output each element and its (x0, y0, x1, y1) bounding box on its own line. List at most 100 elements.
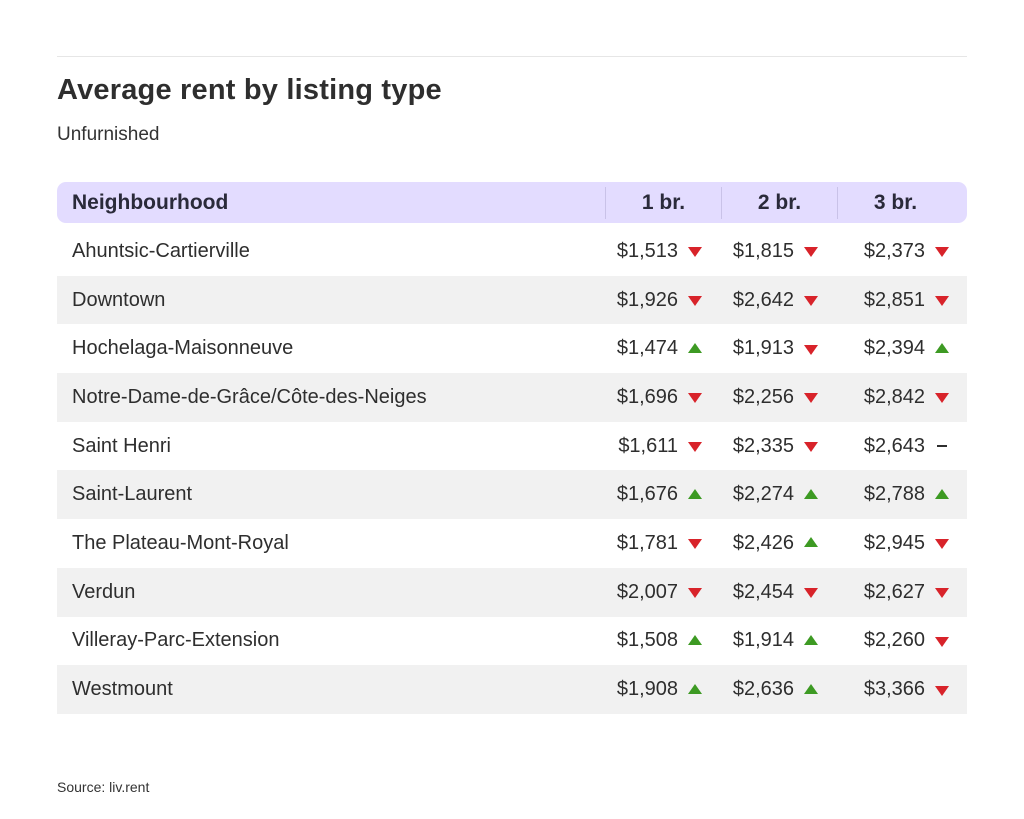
rent-cell: $2,643 (837, 435, 967, 458)
trend-down-icon (804, 439, 818, 453)
rent-cell: $2,642 (721, 289, 837, 312)
rent-value: $3,366 (863, 678, 925, 701)
trend-up-icon (688, 683, 702, 697)
trend-down-icon (935, 683, 949, 697)
table-row: Villeray-Parc-Extension $1,508 $1,914 $2,26… (57, 617, 967, 666)
rent-value: $1,781 (616, 531, 678, 554)
neighbourhood-name: Verdun (72, 580, 136, 603)
trend-up-icon (935, 342, 949, 356)
rent-cell: $3,366 (837, 678, 967, 701)
table-row: Westmount $1,908 $2,636 $3,366 (57, 665, 967, 714)
rent-cell: $1,676 (605, 483, 721, 506)
rent-value: $2,788 (863, 483, 925, 506)
trend-up-icon (804, 683, 818, 697)
rent-cell: $2,851 (837, 289, 967, 312)
rent-value: $2,643 (863, 434, 925, 457)
chart-subtitle: Unfurnished (57, 124, 160, 145)
trend-down-icon (688, 585, 702, 599)
neighbourhood-name: Downtown (72, 288, 166, 311)
rent-value: $2,335 (732, 434, 794, 457)
trend-up-icon (804, 488, 818, 502)
rent-value: $2,007 (616, 580, 678, 603)
table-row: Ahuntsic-Cartierville $1,513 $1,815 $2,373 (57, 227, 967, 276)
rent-cell: $2,627 (837, 581, 967, 604)
rent-cell: $1,611 (605, 435, 721, 458)
trend-down-icon (804, 585, 818, 599)
rent-value: $1,815 (732, 239, 794, 262)
rent-value: $2,274 (732, 483, 794, 506)
trend-up-icon (935, 488, 949, 502)
header-neighbourhood: Neighbourhood (72, 190, 229, 214)
table-row: Notre-Dame-de-Grâce/Côte-des-Neiges $1,69… (57, 373, 967, 422)
rent-value: $2,851 (863, 288, 925, 311)
rent-value: $2,842 (863, 385, 925, 408)
rent-value: $1,913 (732, 337, 794, 360)
trend-flat-icon (935, 439, 949, 453)
trend-down-icon (935, 244, 949, 258)
rent-value: $2,394 (863, 337, 925, 360)
trend-down-icon (935, 390, 949, 404)
rent-value: $1,696 (616, 385, 678, 408)
rent-cell: $1,908 (605, 678, 721, 701)
rent-cell: $2,394 (837, 337, 967, 360)
trend-up-icon (804, 634, 818, 648)
rent-cell: $1,781 (605, 532, 721, 555)
rent-cell: $2,788 (837, 483, 967, 506)
neighbourhood-name: Hochelaga-Maisonneuve (72, 337, 294, 360)
trend-down-icon (804, 342, 818, 356)
rent-value: $2,642 (732, 288, 794, 311)
rent-value: $2,426 (732, 531, 794, 554)
rent-value: $1,474 (616, 337, 678, 360)
rent-cell: $2,260 (837, 629, 967, 652)
trend-down-icon (688, 293, 702, 307)
neighbourhood-name: Villeray-Parc-Extension (72, 629, 280, 652)
rent-value: $1,513 (616, 239, 678, 262)
table-row: The Plateau-Mont-Royal $1,781 $2,426 $2,945 (57, 519, 967, 568)
chart-title: Average rent by listing type (57, 74, 442, 106)
trend-down-icon (804, 390, 818, 404)
rent-cell: $1,913 (721, 337, 837, 360)
table-row: Saint Henri $1,611 $2,335 $2,643 (57, 422, 967, 471)
trend-up-icon (688, 342, 702, 356)
rent-value: $1,908 (616, 678, 678, 701)
top-divider (57, 56, 967, 57)
rent-value: $1,914 (732, 629, 794, 652)
trend-down-icon (935, 536, 949, 550)
rent-cell: $2,274 (721, 483, 837, 506)
rent-cell: $2,842 (837, 386, 967, 409)
rent-cell: $1,696 (605, 386, 721, 409)
trend-up-icon (804, 536, 818, 550)
rent-value: $1,676 (616, 483, 678, 506)
rent-cell: $1,513 (605, 240, 721, 263)
rent-value: $1,926 (616, 288, 678, 311)
trend-down-icon (804, 244, 818, 258)
header-3br: 3 br. (837, 186, 967, 219)
rent-cell: $1,815 (721, 240, 837, 263)
trend-up-icon (688, 634, 702, 648)
rent-value: $2,256 (732, 385, 794, 408)
rent-cell: $1,474 (605, 337, 721, 360)
rent-cell: $2,007 (605, 581, 721, 604)
rent-value: $1,508 (616, 629, 678, 652)
neighbourhood-name: Saint Henri (72, 434, 171, 457)
rent-cell: $2,454 (721, 581, 837, 604)
trend-down-icon (935, 293, 949, 307)
rent-value: $2,627 (863, 580, 925, 603)
trend-down-icon (688, 439, 702, 453)
trend-up-icon (688, 488, 702, 502)
trend-down-icon (935, 634, 949, 648)
table-row: Downtown $1,926 $2,642 $2,851 (57, 275, 967, 325)
neighbourhood-name: Notre-Dame-de-Grâce/Côte-des-Neiges (72, 385, 427, 408)
neighbourhood-name: The Plateau-Mont-Royal (72, 531, 289, 554)
header-2br: 2 br. (721, 186, 837, 219)
rent-value: $2,636 (732, 678, 794, 701)
rent-cell: $1,914 (721, 629, 837, 652)
rent-cell: $2,335 (721, 435, 837, 458)
table-header: Neighbourhood 1 br. 2 br. 3 br. (57, 182, 967, 223)
rent-cell: $2,426 (721, 532, 837, 555)
table-row: Saint-Laurent $1,676 $2,274 $2,788 (57, 470, 967, 520)
rent-cell: $1,926 (605, 289, 721, 312)
neighbourhood-name: Ahuntsic-Cartierville (72, 239, 250, 262)
trend-down-icon (688, 536, 702, 550)
rent-value: $2,454 (732, 580, 794, 603)
